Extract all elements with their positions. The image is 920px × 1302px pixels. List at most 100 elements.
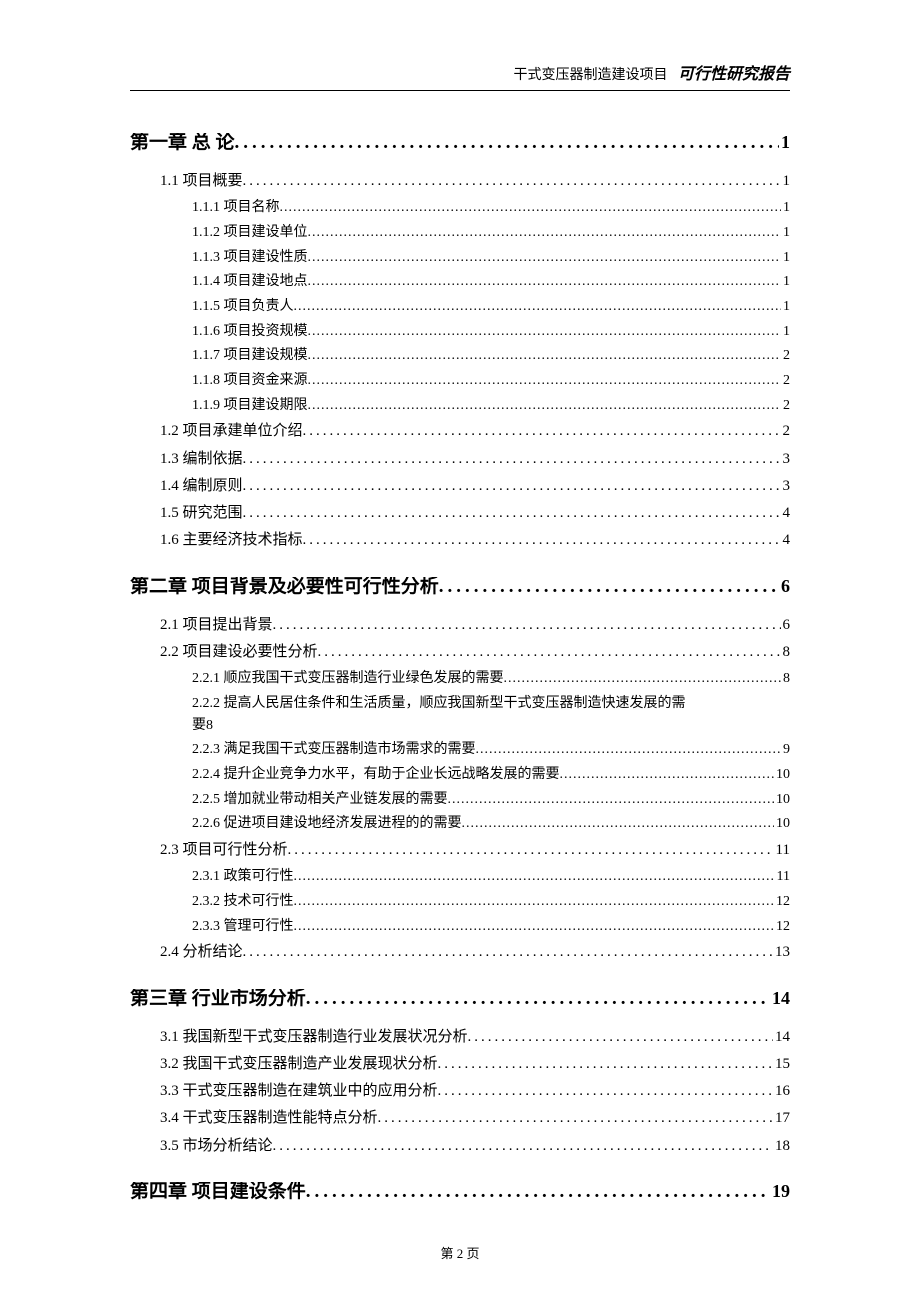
toc-entry: 第三章 行业市场分析 14 — [130, 989, 790, 1008]
toc-page-number: 1 — [781, 296, 790, 318]
toc-entry: 2.3 项目可行性分析11 — [160, 839, 790, 862]
header-project-name: 干式变压器制造建设项目 — [513, 68, 667, 83]
toc-label: 1.1.1 项目名称 — [192, 197, 280, 219]
toc-leader — [306, 1182, 770, 1201]
toc-entry: 1.1.3 项目建设性质 1 — [192, 247, 790, 269]
toc-entry: 2.2.3 满足我国干式变压器制造市场需求的需要9 — [192, 739, 790, 761]
toc-entry: 1.1.2 项目建设单位 1 — [192, 222, 790, 244]
toc-page-number: 4 — [781, 502, 791, 525]
toc-page-number: 14 — [770, 989, 790, 1007]
toc-label: 2.1 项目提出背景 — [160, 614, 273, 637]
toc-label: 1.1.5 项目负责人 — [192, 296, 294, 318]
page-header: 干式变压器制造建设项目 可行性研究报告 — [130, 60, 790, 91]
toc-label: 第三章 行业市场分析 — [130, 989, 306, 1008]
toc-label: 3.5 市场分析结论 — [160, 1135, 273, 1158]
toc-label: 1.6 主要经济技术指标 — [160, 529, 303, 552]
toc-page-number: 16 — [773, 1080, 790, 1103]
toc-label: 2.3.3 管理可行性 — [192, 916, 294, 938]
toc-leader — [294, 916, 775, 938]
toc-label: 2.2.4 提升企业竞争力水平，有助于企业长远战略发展的需要 — [192, 764, 560, 786]
toc-entry: 1.1.4 项目建设地点 1 — [192, 271, 790, 293]
toc-entry: 3.2 我国干式变压器制造产业发展现状分析15 — [160, 1053, 790, 1076]
toc-label: 1.1.4 项目建设地点 — [192, 271, 308, 293]
toc-entry: 2.3.1 政策可行性11 — [192, 866, 790, 888]
toc-leader — [462, 813, 775, 835]
toc-page-number: 1 — [781, 222, 790, 244]
toc-page-number: 1 — [781, 170, 791, 193]
toc-entry: 3.4 干式变压器制造性能特点分析17 — [160, 1107, 790, 1130]
toc-leader — [308, 395, 782, 417]
toc-leader — [294, 891, 775, 913]
toc-label: 3.3 干式变压器制造在建筑业中的应用分析 — [160, 1080, 438, 1103]
toc-page-number: 8 — [206, 715, 213, 737]
toc-entry: 第四章 项目建设条件19 — [130, 1182, 790, 1201]
toc-label: 3.2 我国干式变压器制造产业发展现状分析 — [160, 1053, 438, 1076]
toc-label: 第四章 项目建设条件 — [130, 1182, 306, 1201]
toc-leader — [280, 197, 782, 219]
toc-leader — [308, 370, 782, 392]
toc-label: 2.2.5 增加就业带动相关产业链发展的需要 — [192, 789, 448, 811]
toc-leader — [308, 271, 782, 293]
toc-label: 3.1 我国新型干式变压器制造行业发展状况分析 — [160, 1026, 468, 1049]
toc-entry: 第一章 总 论1 — [130, 133, 790, 152]
toc-leader — [448, 789, 775, 811]
toc-page-number: 11 — [775, 866, 790, 888]
toc-entry: 2.2.5 增加就业带动相关产业链发展的需要10 — [192, 789, 790, 811]
toc-leader — [318, 641, 781, 664]
toc-leader — [273, 614, 781, 637]
toc-page-number: 10 — [774, 813, 790, 835]
toc-page-number: 9 — [781, 739, 790, 761]
toc-leader — [294, 866, 775, 888]
toc-leader — [235, 133, 779, 152]
toc-leader — [438, 1080, 773, 1103]
toc-entry: 2.4 分析结论13 — [160, 941, 790, 964]
toc-entry: 第二章 项目背景及必要性可行性分析 6 — [130, 577, 790, 596]
toc-entry: 2.2.2 提高人民居住条件和生活质量，顺应我国新型干式变压器制造快速发展的需要… — [192, 693, 790, 736]
toc-page-number: 1 — [781, 197, 790, 219]
toc-entry: 2.2.1 顺应我国干式变压器制造行业绿色发展的需要8 — [192, 668, 790, 690]
toc-entry: 1.1.7 项目建设规模 2 — [192, 345, 790, 367]
toc-leader — [378, 1107, 773, 1130]
toc-page-number: 4 — [781, 529, 791, 552]
table-of-contents: 第一章 总 论11.1 项目概要11.1.1 项目名称11.1.2 项目建设单位… — [130, 133, 790, 1201]
toc-entry: 2.2.4 提升企业竞争力水平，有助于企业长远战略发展的需要 10 — [192, 764, 790, 786]
toc-page-number: 2 — [781, 370, 790, 392]
toc-leader — [306, 989, 770, 1008]
toc-label: 1.1.8 项目资金来源 — [192, 370, 308, 392]
toc-label: 1.3 编制依据 — [160, 448, 243, 471]
toc-page-number: 12 — [774, 891, 790, 913]
header-report-title: 可行性研究报告 — [678, 66, 790, 83]
toc-label: 1.1.3 项目建设性质 — [192, 247, 308, 269]
toc-leader — [303, 420, 781, 443]
toc-page-number: 10 — [774, 764, 790, 786]
toc-label: 1.1.2 项目建设单位 — [192, 222, 308, 244]
toc-leader — [243, 502, 781, 525]
toc-entry: 1.2 项目承建单位介绍2 — [160, 420, 790, 443]
toc-label: 2.2 项目建设必要性分析 — [160, 641, 318, 664]
toc-page-number: 1 — [781, 271, 790, 293]
toc-leader — [504, 668, 782, 690]
toc-label: 1.1.7 项目建设规模 — [192, 345, 308, 367]
toc-page-number: 6 — [779, 577, 790, 595]
page-footer: 第 2 页 — [0, 1243, 920, 1262]
toc-leader — [468, 1026, 773, 1049]
toc-entry: 2.2.6 促进项目建设地经济发展进程的的需要10 — [192, 813, 790, 835]
toc-page-number: 1 — [781, 247, 790, 269]
toc-leader — [476, 739, 782, 761]
document-page: 干式变压器制造建设项目 可行性研究报告 第一章 总 论1 1.1 项目概要1 1.1… — [0, 0, 920, 1302]
toc-leader — [243, 475, 781, 498]
toc-page-number: 14 — [773, 1026, 790, 1049]
toc-entry: 1.3 编制依据3 — [160, 448, 790, 471]
toc-leader — [288, 839, 774, 862]
toc-leader — [243, 941, 773, 964]
toc-leader — [243, 170, 781, 193]
toc-entry: 2.1 项目提出背景6 — [160, 614, 790, 637]
toc-entry: 3.5 市场分析结论18 — [160, 1135, 790, 1158]
toc-leader — [273, 1135, 773, 1158]
toc-page-number: 2 — [781, 420, 791, 443]
toc-leader — [308, 345, 782, 367]
toc-label: 第二章 项目背景及必要性可行性分析 — [130, 577, 439, 596]
toc-page-number: 2 — [781, 345, 790, 367]
toc-label: 2.3.2 技术可行性 — [192, 891, 294, 913]
toc-entry: 1.1 项目概要1 — [160, 170, 790, 193]
